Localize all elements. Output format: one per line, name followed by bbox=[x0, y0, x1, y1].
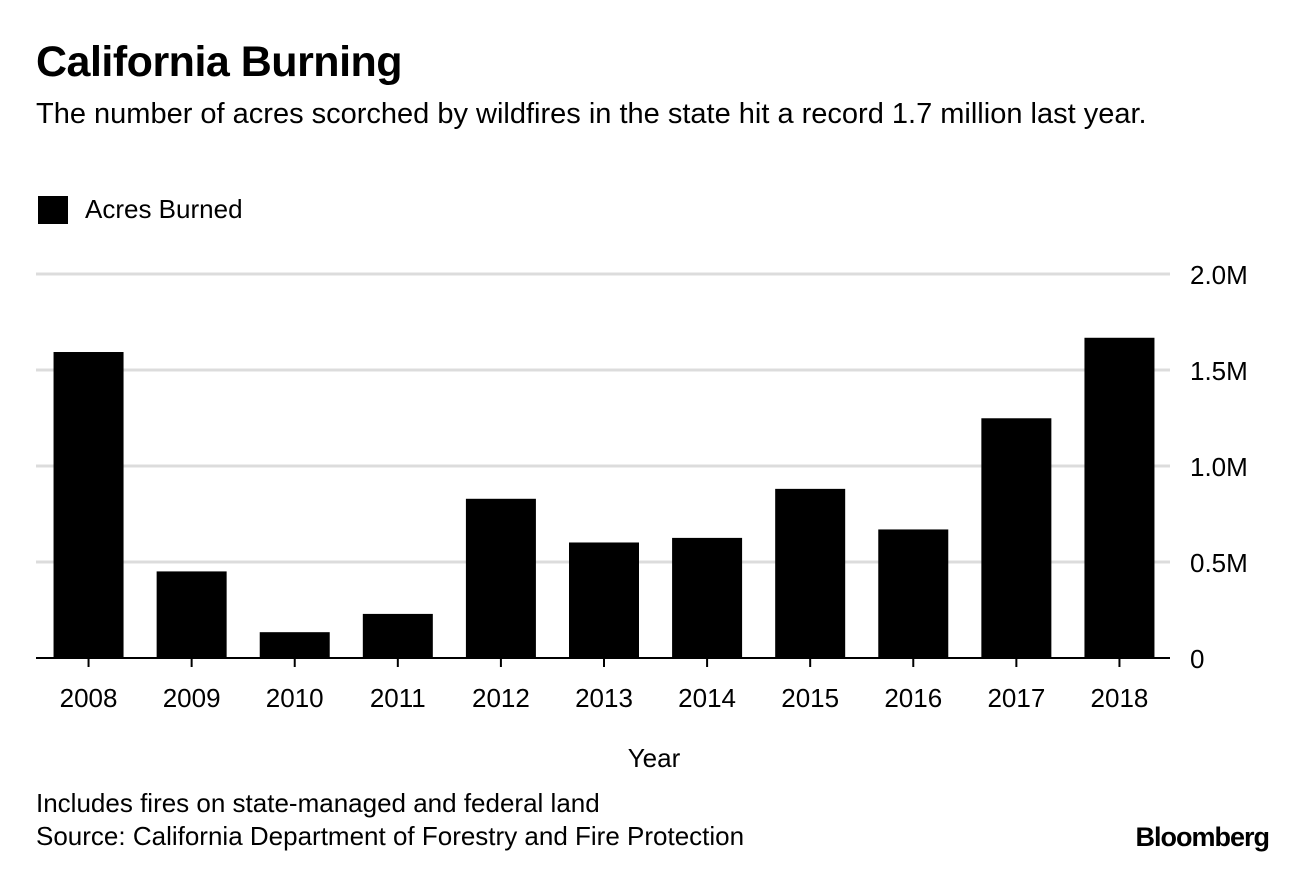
x-axis-title: Year bbox=[628, 743, 681, 773]
x-tick-label: 2015 bbox=[781, 683, 839, 713]
x-tick-label: 2018 bbox=[1091, 683, 1149, 713]
x-tick-label: 2017 bbox=[987, 683, 1045, 713]
chart-source: Source: California Department of Forestr… bbox=[36, 821, 745, 851]
x-tick-label: 2008 bbox=[60, 683, 118, 713]
bar-2018 bbox=[1084, 337, 1155, 658]
bar-2011 bbox=[362, 613, 433, 658]
chart-footnote: Includes fires on state-managed and fede… bbox=[36, 788, 600, 818]
x-tick-label: 2012 bbox=[472, 683, 530, 713]
chart-subtitle: The number of acres scorched by wildfire… bbox=[36, 98, 1147, 130]
bar-2017 bbox=[981, 418, 1052, 658]
bar-2010 bbox=[259, 632, 330, 658]
x-tick-label: 2016 bbox=[884, 683, 942, 713]
bloomberg-logo: Bloomberg bbox=[1135, 822, 1270, 852]
x-tick-label: 2013 bbox=[575, 683, 633, 713]
bar-2016 bbox=[878, 529, 949, 658]
y-tick-label: 2.0M bbox=[1190, 260, 1248, 290]
bar-2009 bbox=[156, 571, 227, 658]
x-tick-label: 2014 bbox=[678, 683, 736, 713]
bar-2013 bbox=[569, 542, 639, 658]
y-tick-label: 1.5M bbox=[1190, 356, 1248, 386]
bar-2014 bbox=[672, 537, 743, 658]
x-tick-label: 2009 bbox=[163, 683, 221, 713]
bar-2015 bbox=[775, 488, 846, 658]
bar-2008 bbox=[53, 352, 124, 658]
legend-swatch-acres-burned bbox=[38, 195, 68, 224]
bar-2012 bbox=[465, 498, 536, 658]
y-tick-label: 1.0M bbox=[1190, 452, 1248, 482]
x-tick-label: 2010 bbox=[266, 683, 324, 713]
x-tick-label: 2011 bbox=[370, 683, 426, 713]
chart-title: California Burning bbox=[36, 38, 403, 86]
legend-label-acres-burned: Acres Burned bbox=[85, 194, 243, 224]
legend: Acres Burned bbox=[38, 194, 243, 225]
y-tick-label: 0 bbox=[1190, 644, 1204, 674]
y-tick-label: 0.5M bbox=[1190, 548, 1248, 578]
